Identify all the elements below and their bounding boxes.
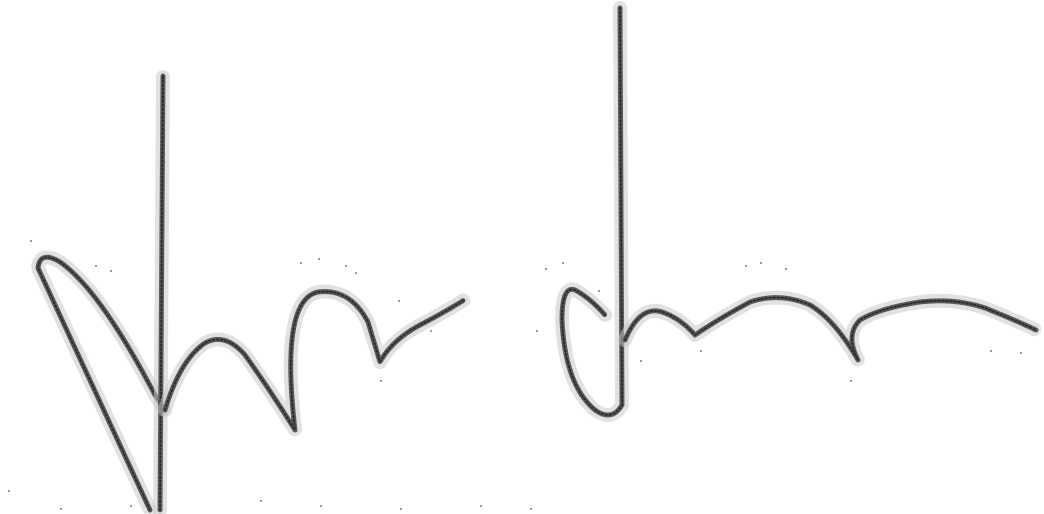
right-wave-stroke [618,290,1043,367]
noise-specks [8,240,1022,510]
left-wave-stroke [158,284,471,437]
left-vertical-stroke [153,69,170,514]
right-vertical-stroke [555,1,629,422]
left-loop-stroke [31,250,172,514]
